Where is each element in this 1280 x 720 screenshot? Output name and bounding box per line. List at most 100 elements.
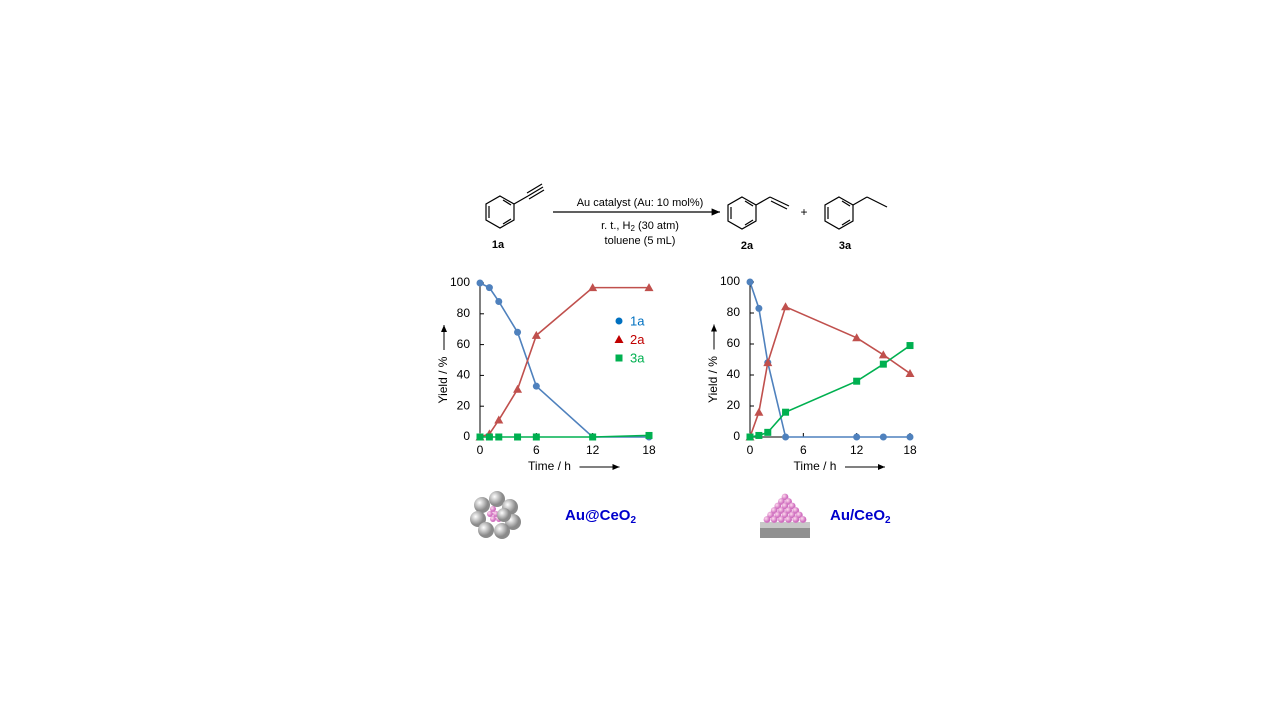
molecule-1a [485, 183, 545, 229]
conditions-text: r. t., H [601, 220, 630, 232]
point [494, 415, 504, 424]
gold-atom [799, 516, 807, 523]
y-tick-label: 100 [450, 275, 470, 289]
point [763, 358, 773, 367]
reagent: Au catalyst (Au: 10 mol%) [577, 197, 704, 209]
point [513, 384, 523, 393]
point [485, 433, 493, 441]
x-tick-label: 12 [586, 443, 600, 457]
point [746, 278, 754, 286]
point [532, 382, 540, 390]
point [853, 377, 861, 385]
y-tick-label: 0 [463, 429, 470, 443]
point [588, 283, 598, 292]
x-tick-label: 18 [903, 443, 917, 457]
point [495, 433, 503, 441]
point [495, 297, 503, 305]
catalyst-label: Au@CeO2 [565, 507, 636, 526]
point [644, 283, 654, 292]
x-tick-label: 18 [642, 443, 656, 457]
y-tick-label: 20 [457, 398, 471, 412]
compound-label: 1a [492, 239, 505, 251]
point [878, 350, 888, 359]
catalyst-name: Au/CeO [830, 507, 885, 524]
point [879, 433, 887, 441]
compound-label: 2a [741, 240, 754, 252]
point [589, 433, 597, 441]
catalyst-name: Au@CeO [565, 507, 631, 524]
y-tick-label: 100 [720, 274, 740, 288]
y-tick-label: 0 [733, 429, 740, 443]
point [764, 428, 772, 436]
catalyst-subscript: 2 [630, 515, 636, 526]
solvent: toluene (5 mL) [605, 235, 676, 247]
legend-label: 2a [630, 332, 645, 347]
point [476, 279, 484, 287]
y-axis-label: Yield / % [436, 356, 450, 403]
point [906, 342, 914, 350]
point [782, 408, 790, 416]
x-tick-label: 6 [533, 443, 540, 457]
core-shell-icon [470, 491, 521, 539]
compound-label: 3a [839, 240, 852, 252]
point [746, 433, 754, 441]
point [852, 333, 862, 342]
conditions-subscript: 2 [630, 224, 635, 233]
y-tick-label: 60 [727, 336, 741, 350]
catalyst-label: Au/CeO2 [830, 507, 891, 526]
series-line [749, 281, 910, 438]
point [879, 360, 887, 368]
point [514, 328, 522, 336]
supported-icon [760, 493, 810, 538]
series-line [479, 286, 649, 438]
point [782, 433, 790, 441]
y-tick-label: 20 [727, 398, 741, 412]
plus: + [800, 205, 807, 219]
point [853, 433, 861, 441]
x-tick-label: 12 [850, 443, 864, 457]
legend-marker [614, 335, 624, 343]
point [532, 433, 540, 441]
y-tick-label: 60 [457, 337, 471, 351]
y-tick-label: 80 [457, 306, 471, 320]
gold-atom [763, 516, 771, 523]
legend-marker [615, 317, 623, 325]
molecule-2a [727, 196, 790, 230]
x-axis-label: Time / h [794, 459, 837, 473]
conditions-text: (30 atm) [635, 220, 679, 232]
series-line [749, 305, 911, 438]
point [645, 431, 653, 439]
x-tick-label: 6 [800, 443, 807, 457]
point [781, 302, 791, 311]
legend-marker [615, 354, 623, 362]
y-tick-label: 40 [727, 367, 741, 381]
catalyst-subscript: 2 [885, 515, 891, 526]
x-tick-label: 0 [477, 443, 484, 457]
legend-label: 1a [630, 313, 645, 328]
y-axis-label: Yield / % [706, 356, 720, 403]
gold-atom [778, 516, 785, 523]
point [514, 433, 522, 441]
gold-atom [792, 516, 800, 523]
point [755, 431, 763, 439]
series-line [480, 434, 650, 438]
point [754, 407, 764, 416]
point [905, 368, 915, 377]
gold-atom [770, 516, 778, 523]
point [906, 433, 914, 441]
legend-label: 3a [630, 350, 645, 365]
y-tick-label: 40 [457, 368, 471, 382]
x-axis-label: Time / h [528, 459, 571, 473]
conditions: r. t., H2 (30 atm) [601, 220, 679, 233]
point [531, 330, 541, 339]
point [476, 433, 484, 441]
molecule-3a [824, 196, 888, 230]
x-tick-label: 0 [747, 443, 754, 457]
point [755, 304, 763, 312]
y-tick-label: 80 [727, 305, 741, 319]
gold-atom [785, 516, 792, 523]
series-line [479, 282, 649, 438]
point [485, 284, 493, 292]
